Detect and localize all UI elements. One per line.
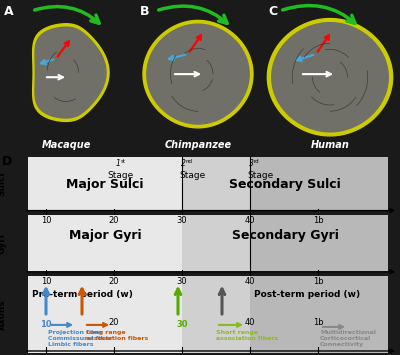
Bar [28, 214, 182, 272]
Text: Short range
association fibers: Short range association fibers [216, 330, 278, 341]
Text: Stage: Stage [108, 171, 134, 180]
Text: Stage: Stage [247, 171, 273, 180]
Text: 20: 20 [109, 318, 119, 327]
Text: Secondary Gyri: Secondary Gyri [232, 229, 338, 242]
Text: 10: 10 [41, 215, 51, 225]
Polygon shape [147, 24, 249, 124]
Bar [250, 214, 388, 272]
Polygon shape [33, 24, 109, 121]
Text: Gyri: Gyri [0, 233, 6, 253]
Text: Axons: Axons [0, 299, 6, 330]
Bar [250, 276, 388, 353]
Polygon shape [35, 27, 106, 118]
Text: Post-term period (w): Post-term period (w) [254, 290, 360, 299]
Polygon shape [267, 18, 393, 136]
Text: 20: 20 [109, 215, 119, 225]
Text: Pre-term period (w): Pre-term period (w) [32, 290, 133, 299]
Bar [250, 157, 388, 211]
Text: 40: 40 [245, 318, 255, 327]
Polygon shape [272, 23, 388, 132]
Text: 20: 20 [109, 277, 119, 286]
Text: 2: 2 [181, 159, 186, 168]
Text: B: B [140, 5, 150, 18]
Text: Long range
association fibers: Long range association fibers [86, 330, 148, 341]
Bar [28, 157, 182, 211]
Text: Human: Human [310, 140, 350, 150]
Text: Macaque: Macaque [41, 140, 91, 150]
Text: Secondary Sulci: Secondary Sulci [229, 178, 341, 191]
Bar [182, 157, 250, 211]
Text: st: st [121, 159, 126, 164]
Text: 1b: 1b [313, 215, 323, 225]
Text: 30: 30 [176, 320, 188, 329]
Text: C: C [268, 5, 277, 18]
Bar [182, 214, 250, 272]
Text: Multidirectional
Corticocortical
Connectivity: Multidirectional Corticocortical Connect… [320, 330, 376, 347]
Text: 40: 40 [245, 277, 255, 286]
Text: Chimpanzee: Chimpanzee [164, 140, 232, 150]
Text: Projection fiber
Commissural fiber
Limbic fibers: Projection fiber Commissural fiber Limbi… [48, 330, 112, 347]
Text: Sulci: Sulci [0, 172, 6, 196]
Text: 10: 10 [40, 320, 52, 329]
Text: A: A [4, 5, 14, 18]
Bar [28, 276, 182, 353]
Text: 10: 10 [41, 277, 51, 286]
Text: 3: 3 [249, 159, 254, 168]
Text: 30: 30 [177, 215, 187, 225]
Text: Major Sulci: Major Sulci [66, 178, 144, 191]
Bar [182, 276, 250, 353]
Polygon shape [143, 21, 253, 128]
Text: Stage: Stage [179, 171, 205, 180]
Text: 1b: 1b [313, 318, 323, 327]
Text: 1: 1 [116, 159, 121, 168]
Text: 40: 40 [245, 215, 255, 225]
Text: nd: nd [186, 159, 193, 164]
Text: D: D [2, 155, 12, 168]
Text: rd: rd [254, 159, 260, 164]
Text: 1b: 1b [313, 277, 323, 286]
Text: 30: 30 [177, 277, 187, 286]
Text: Major Gyri: Major Gyri [69, 229, 141, 242]
